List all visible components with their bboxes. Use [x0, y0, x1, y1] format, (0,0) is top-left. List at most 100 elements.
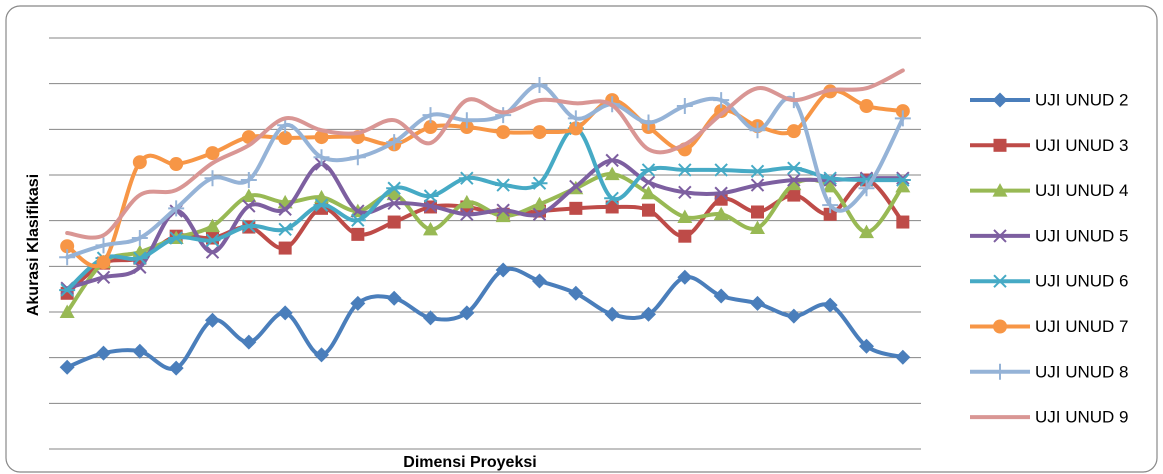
- marker: [786, 176, 802, 191]
- marker: [495, 262, 511, 278]
- marker: [132, 155, 147, 170]
- legend-label: UJI UNUD 9: [1035, 408, 1129, 427]
- marker: [568, 121, 583, 136]
- marker: [241, 334, 257, 350]
- marker: [387, 196, 401, 211]
- marker: [168, 231, 185, 245]
- marker: [169, 157, 184, 172]
- marker: [96, 345, 111, 361]
- marker: [496, 125, 511, 140]
- marker: [205, 312, 220, 328]
- marker: [895, 178, 911, 193]
- marker: [568, 285, 584, 301]
- marker: [678, 229, 692, 243]
- x-axis-title: Dimensi Proyeksi: [403, 454, 536, 471]
- marker: [168, 360, 184, 376]
- marker: [204, 233, 221, 248]
- marker: [240, 219, 257, 233]
- marker: [60, 239, 75, 254]
- marker: [96, 255, 111, 270]
- marker: [531, 77, 548, 94]
- marker: [459, 305, 475, 321]
- marker: [713, 206, 729, 221]
- marker: [59, 304, 75, 318]
- marker: [422, 107, 439, 124]
- marker: [59, 283, 76, 297]
- marker: [713, 288, 729, 304]
- marker: [532, 273, 547, 289]
- marker: [242, 199, 256, 213]
- marker: [495, 178, 512, 192]
- marker: [676, 98, 693, 115]
- legend-label: UJI UNUD 2: [1035, 90, 1129, 109]
- marker: [677, 269, 693, 285]
- marker: [349, 213, 366, 227]
- marker: [822, 197, 839, 214]
- marker: [278, 131, 293, 146]
- marker: [895, 349, 911, 365]
- marker: [531, 176, 548, 190]
- marker: [569, 201, 583, 215]
- chart-border: [5, 5, 1158, 473]
- marker: [896, 215, 910, 229]
- marker: [495, 107, 512, 124]
- marker: [460, 207, 474, 221]
- marker: [459, 194, 475, 209]
- legend-marker: [993, 138, 1007, 152]
- marker: [569, 179, 583, 194]
- y-axis-title: Akurasi Klasifikasi: [25, 174, 42, 316]
- marker: [823, 207, 837, 221]
- marker: [386, 290, 402, 306]
- legend-marker: [992, 274, 1008, 288]
- marker: [386, 181, 403, 195]
- marker: [604, 166, 620, 181]
- marker: [204, 170, 221, 187]
- marker: [386, 186, 402, 201]
- marker: [387, 215, 401, 229]
- marker: [859, 338, 874, 354]
- marker: [676, 163, 693, 177]
- marker: [277, 305, 293, 321]
- legend-label: UJI UNUD 8: [1035, 362, 1129, 381]
- marker: [641, 175, 656, 190]
- marker: [496, 203, 510, 217]
- marker: [749, 164, 766, 179]
- marker: [604, 306, 620, 322]
- marker: [641, 185, 656, 200]
- marker: [750, 295, 765, 311]
- marker: [567, 110, 584, 127]
- marker: [605, 200, 619, 214]
- marker: [313, 149, 330, 166]
- marker: [278, 202, 292, 216]
- marker: [131, 251, 148, 265]
- marker: [858, 180, 875, 197]
- marker: [532, 196, 547, 211]
- legend-label: UJI UNUD 7: [1035, 317, 1129, 336]
- series-line: [65, 68, 905, 240]
- series: [59, 262, 911, 376]
- marker: [132, 343, 148, 359]
- marker: [205, 146, 220, 161]
- marker: [787, 188, 801, 202]
- marker: [495, 208, 511, 223]
- series: [60, 153, 910, 295]
- marker: [350, 295, 366, 311]
- marker: [423, 221, 438, 236]
- marker: [205, 245, 220, 259]
- marker: [641, 306, 656, 322]
- marker: [458, 171, 475, 185]
- marker: [240, 172, 257, 189]
- marker: [423, 120, 438, 135]
- legend-marker: [993, 229, 1007, 243]
- marker: [894, 173, 911, 187]
- marker: [168, 200, 185, 217]
- legend-marker: [992, 183, 1008, 197]
- marker: [314, 130, 329, 145]
- marker: [786, 308, 802, 324]
- marker: [458, 112, 475, 129]
- marker: [642, 203, 655, 217]
- legend-label: UJI UNUD 6: [1035, 272, 1129, 291]
- marker: [822, 171, 839, 185]
